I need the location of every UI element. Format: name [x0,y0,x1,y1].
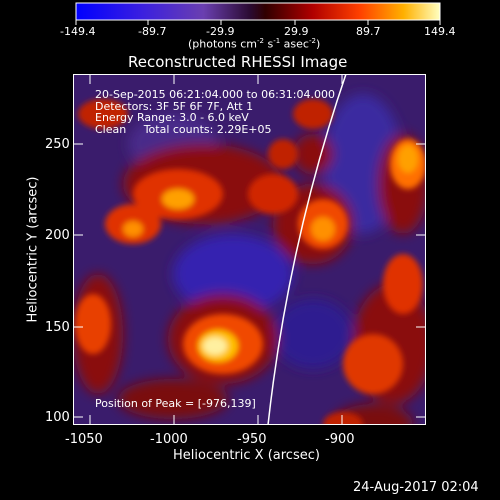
y-axis-label: Heliocentric Y (arcsec) [25,176,41,323]
footer-date: 24-Aug-2017 02:04 [353,480,479,495]
colorbar [75,2,441,25]
peak-position: Position of Peak = [-976,139] [95,397,256,410]
colorbar-gradient [76,3,440,20]
x-tick-label: -950 [237,432,267,447]
colorbar-tick-label: -149.4 [60,25,96,38]
info-line-detectors: Detectors: 3F 5F 6F 7F, Att 1 [95,99,254,113]
image-plot [73,74,426,425]
x-tick-label: -900 [325,432,355,447]
y-tick-label: 150 [45,320,70,335]
x-axis-label: Heliocentric X (arcsec) [173,448,320,463]
x-tick-label: -1000 [150,432,188,447]
colorbar-tick-label: 149.4 [424,25,456,38]
x-tick-label: -1050 [65,432,103,447]
colorbar-tick-label: 29.9 [284,25,309,38]
image-pixels [73,74,426,425]
solar-limb-line [267,74,347,425]
info-line-time: 20-Sep-2015 06:21:04.000 to 06:31:04.000 [95,88,335,101]
y-tick-label: 100 [45,410,70,425]
colorbar-tick-label: -29.9 [206,25,235,38]
colorbar-tick-label: -89.7 [138,25,167,38]
colorbar-tick-label: 89.7 [356,25,381,38]
plot-title: Reconstructed RHESSI Image [128,53,348,71]
info-line-counts: Clean Total counts: 2.29E+05 [95,122,272,136]
info-line-energy: Energy Range: 3.0 - 6.0 keV [95,111,249,124]
y-tick-label: 200 [45,228,70,243]
y-tick-label: 250 [45,137,70,152]
info-box: 20-Sep-2015 06:21:04.000 to 06:31:04.000… [95,89,335,135]
colorbar-units: (photons cm-2 s-1 asec-2) [188,37,321,51]
